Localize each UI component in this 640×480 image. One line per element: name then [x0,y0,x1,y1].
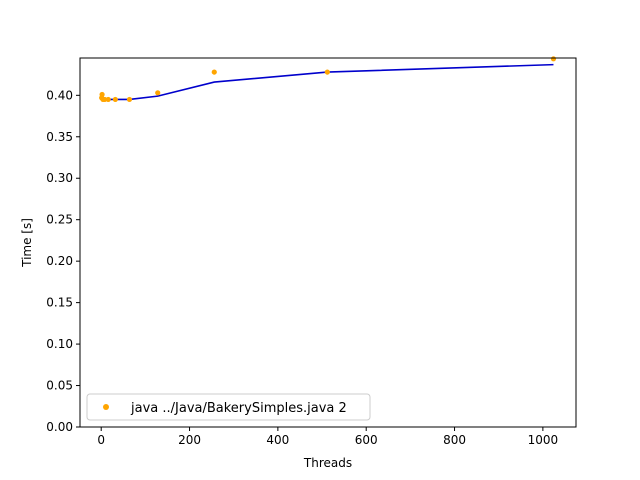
legend-marker [103,404,109,410]
x-tick-label: 1000 [528,433,559,447]
data-point [324,69,330,75]
data-point [155,90,161,96]
y-axis-label: Time [s] [20,218,34,268]
x-tick-label: 400 [266,433,289,447]
y-tick-label: 0.35 [46,130,73,144]
y-tick-label: 0.20 [46,254,73,268]
data-point [105,96,111,103]
x-tick-label: 600 [355,433,378,447]
data-point [126,96,133,103]
y-tick-label: 0.05 [46,379,73,393]
axes-frame [79,57,577,428]
legend: java ../Java/BakerySimples.java 2 [86,393,371,421]
y-tick-label: 0.00 [46,420,73,434]
data-point [550,56,557,62]
data-point [112,96,118,103]
x-axis-label: Threads [303,456,352,470]
data-point [99,91,105,98]
x-tick-label: 200 [178,433,201,447]
y-tick-label: 0.10 [46,337,73,351]
legend-entry-label: java ../Java/BakerySimples.java 2 [130,401,347,416]
y-axis-ticks: 0.00 0.05 0.10 0.15 0.20 0.25 0.30 0.35 0.40 [46,88,80,434]
x-tick-label: 0 [97,433,105,447]
y-tick-label: 0.15 [46,296,73,310]
y-tick-label: 0.40 [46,88,73,102]
legend-box [86,393,371,421]
data-point [211,69,217,75]
y-tick-label: 0.25 [46,213,73,227]
points-layer [99,56,557,103]
x-tick-label: 800 [443,433,466,447]
x-axis-ticks: 0 200 400 600 800 1000 [97,427,558,447]
y-tick-label: 0.30 [46,171,73,185]
